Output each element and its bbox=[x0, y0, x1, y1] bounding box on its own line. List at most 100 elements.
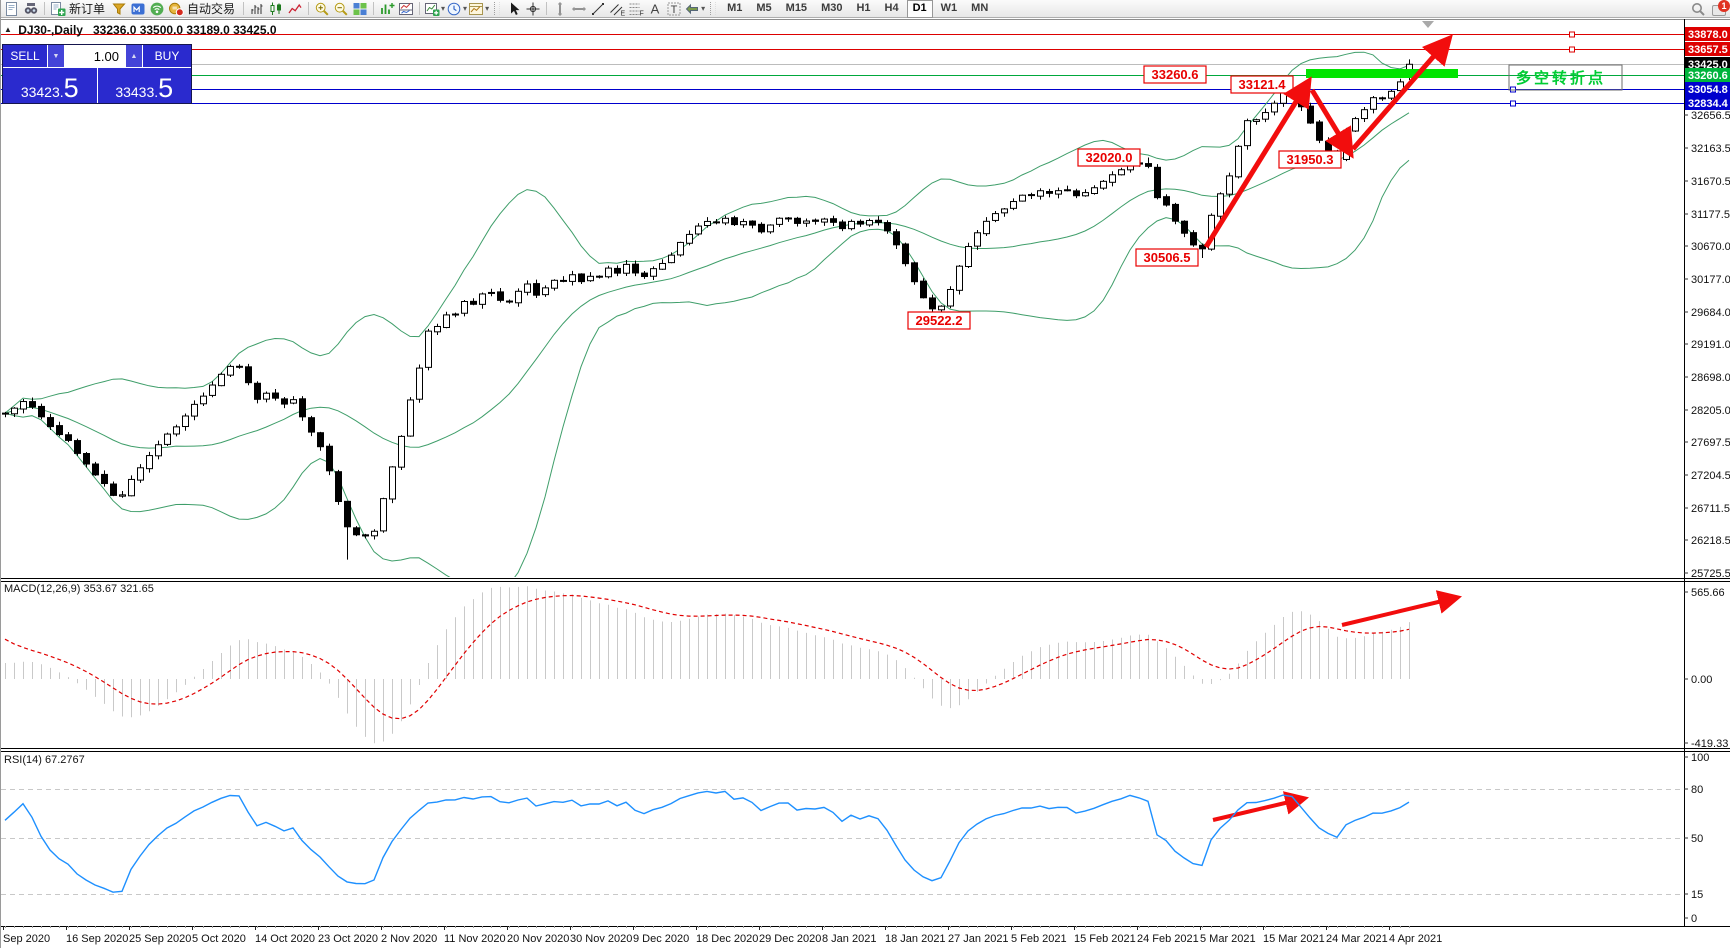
notifications-icon[interactable]: 1 bbox=[1712, 0, 1730, 16]
timeframe-button-w1[interactable]: W1 bbox=[940, 1, 958, 14]
candle-body bbox=[1388, 90, 1395, 99]
candle-body bbox=[452, 313, 459, 316]
chart-canvas[interactable]: 多空转折点 33260.6 33121.4 32020.0 31950.3 30506.5… bbox=[1, 19, 1730, 948]
line-handle[interactable] bbox=[1569, 46, 1575, 53]
candle-body bbox=[434, 325, 441, 333]
indicator-window-button[interactable] bbox=[397, 1, 415, 17]
chart-file-icon[interactable] bbox=[3, 1, 21, 17]
arrows-button[interactable]: ▾ bbox=[684, 1, 705, 17]
timeframe-button-d1[interactable]: D1 bbox=[906, 0, 933, 18]
equidistant-channel-button[interactable]: E bbox=[608, 1, 626, 17]
period-button[interactable]: ▾ bbox=[446, 1, 467, 17]
volume-decrease-button[interactable]: ▼ bbox=[48, 45, 64, 67]
candle-body bbox=[803, 220, 810, 224]
zoom-in-button[interactable] bbox=[313, 1, 331, 17]
x-axis-label: 18 Jan 2021 bbox=[885, 933, 946, 945]
chart-preview-icon[interactable] bbox=[22, 1, 40, 17]
time-scale[interactable]: Sep 2020 16 Sep 2020 25 Sep 2020 5 Oct 2020… bbox=[3, 926, 1442, 945]
indicators-button[interactable] bbox=[378, 1, 396, 17]
candle-body bbox=[173, 426, 180, 435]
timeframe-button-m5[interactable]: M5 bbox=[756, 1, 772, 14]
crosshair-button[interactable] bbox=[524, 1, 542, 17]
new-order-button[interactable] bbox=[49, 1, 67, 17]
signals-icon[interactable] bbox=[148, 1, 166, 17]
candle-body bbox=[2, 412, 9, 415]
y-tick-label: 29191.0 bbox=[1691, 339, 1730, 351]
candle-body bbox=[1145, 163, 1152, 167]
candle-body bbox=[533, 283, 540, 296]
candle-body bbox=[938, 305, 945, 311]
macd-label: MACD(12,26,9) 353.67 321.65 bbox=[4, 583, 154, 595]
template-button[interactable]: ▾ bbox=[468, 1, 489, 17]
trendline-button[interactable] bbox=[589, 1, 607, 17]
price-tag[interactable]: 30506.5 bbox=[1135, 248, 1199, 267]
dropdown-arrow-icon: ▾ bbox=[441, 4, 446, 13]
macd-scale-label: -419.33 bbox=[1691, 738, 1728, 750]
price-tag-box[interactable] bbox=[1143, 65, 1207, 84]
tile-windows-button[interactable] bbox=[351, 1, 369, 17]
cursor-button[interactable] bbox=[505, 1, 523, 17]
candlestick-chart-button[interactable] bbox=[267, 1, 285, 17]
search-icon[interactable] bbox=[1689, 1, 1707, 17]
trend-arrow-down[interactable] bbox=[1309, 88, 1354, 159]
timeframe-button-m15[interactable]: M15 bbox=[785, 1, 808, 14]
line-handle[interactable] bbox=[1569, 31, 1575, 38]
candle-body bbox=[794, 217, 801, 224]
sell-price-display[interactable]: 33423. 5 bbox=[3, 68, 97, 103]
line-chart-button[interactable] bbox=[286, 1, 304, 17]
volume-input[interactable]: 1.00 bbox=[65, 45, 125, 67]
price-chip: 32834.4 bbox=[1685, 96, 1730, 110]
candle-body bbox=[371, 530, 378, 537]
price-chip-box bbox=[1685, 96, 1730, 110]
price-tag-box[interactable] bbox=[907, 311, 971, 330]
price-tag[interactable]: 32020.0 bbox=[1077, 148, 1141, 167]
price-tag[interactable]: 33121.4 bbox=[1230, 75, 1294, 94]
candle-body bbox=[326, 445, 333, 472]
toolbar-separator bbox=[419, 2, 421, 15]
price-tag-box[interactable] bbox=[1077, 148, 1141, 167]
candle-body bbox=[893, 231, 900, 246]
buy-price-display[interactable]: 33433. 5 bbox=[97, 68, 191, 103]
vertical-line-button[interactable] bbox=[551, 1, 569, 17]
timeframe-button-m30[interactable]: M30 bbox=[821, 1, 843, 14]
candle-body bbox=[983, 220, 990, 235]
funnel-icon[interactable] bbox=[110, 1, 128, 17]
horizontal-line-button[interactable] bbox=[570, 1, 588, 17]
price-tag[interactable]: 31950.3 bbox=[1278, 150, 1342, 169]
sell-button[interactable]: SELL bbox=[3, 45, 47, 67]
macd-arrow[interactable] bbox=[1341, 590, 1463, 627]
mql-community-icon[interactable] bbox=[129, 1, 147, 17]
toolbar-grip bbox=[710, 2, 717, 15]
trend-arrow-up-2[interactable] bbox=[1351, 34, 1453, 151]
auto-trading-button[interactable] bbox=[167, 1, 185, 17]
price-tag-text: 30506.5 bbox=[1144, 250, 1191, 265]
trend-arrow-up-1[interactable] bbox=[1203, 76, 1312, 249]
buy-button[interactable]: BUY bbox=[143, 45, 191, 67]
timeframe-button-mn[interactable]: MN bbox=[971, 1, 989, 14]
text-button[interactable]: A bbox=[646, 1, 664, 17]
rsi-arrow[interactable] bbox=[1212, 791, 1310, 822]
timeframe-button-h1[interactable]: H1 bbox=[856, 1, 871, 14]
timeframe-button-m1[interactable]: M1 bbox=[727, 1, 743, 14]
x-axis-label: 5 Oct 2020 bbox=[192, 933, 246, 945]
price-tag[interactable]: 29522.2 bbox=[907, 311, 971, 330]
price-scale[interactable]: 32656.5 32163.5 31670.5 31177.5 30670.0 30177… bbox=[1684, 110, 1730, 925]
text-label-button[interactable]: T bbox=[665, 1, 683, 17]
bar-chart-button[interactable] bbox=[248, 1, 266, 17]
volume-increase-button[interactable]: ▲ bbox=[126, 45, 142, 67]
add-chart-button[interactable]: ▾ bbox=[424, 1, 445, 17]
line-handle[interactable] bbox=[1510, 100, 1516, 107]
ohlc-values-label: 33236.0 33500.0 33189.0 33425.0 bbox=[93, 23, 277, 37]
price-tag-box[interactable] bbox=[1135, 248, 1199, 267]
candle-body bbox=[596, 275, 603, 278]
price-tag[interactable]: 33260.6 bbox=[1143, 65, 1207, 84]
collapse-triangle-icon[interactable]: ▲ bbox=[4, 25, 12, 34]
support-zone-bar[interactable] bbox=[1306, 69, 1458, 78]
fibonacci-button[interactable]: F bbox=[627, 1, 645, 17]
timeframe-button-h4[interactable]: H4 bbox=[884, 1, 899, 14]
zoom-out-button[interactable] bbox=[332, 1, 350, 17]
candle-body bbox=[1172, 203, 1179, 222]
note-box[interactable] bbox=[1508, 64, 1623, 91]
price-chip-box bbox=[1685, 68, 1730, 82]
